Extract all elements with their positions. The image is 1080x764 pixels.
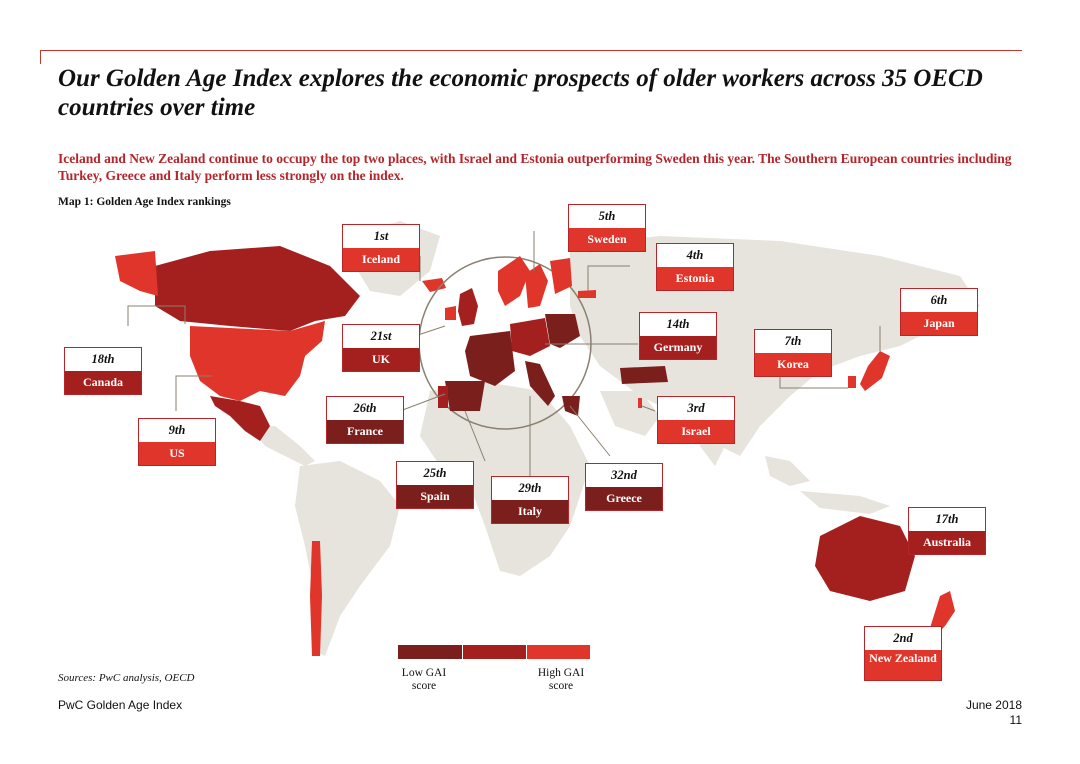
country-new-zealand (930, 591, 955, 636)
country-poland (545, 314, 580, 348)
rank-box-israel: 3rd Israel (657, 396, 735, 444)
rank-box-new-zealand: 2nd New Zealand (864, 626, 942, 681)
country-mexico (210, 396, 270, 441)
country-chile (310, 541, 322, 656)
country-label: Italy (492, 500, 568, 523)
country-label: Canada (65, 371, 141, 394)
country-us-alaska (115, 251, 158, 296)
footer-date: June 2018 (965, 698, 1022, 712)
country-finland (550, 258, 572, 294)
country-label: Iceland (343, 248, 419, 271)
country-france (465, 331, 515, 386)
legend-high-swatch (527, 645, 590, 659)
country-japan (860, 351, 890, 391)
rank-label: 5th (598, 209, 616, 223)
rank-label: 25th (423, 466, 447, 480)
rank-box-uk: 21st UK (342, 324, 420, 372)
rank-box-sweden: 5th Sweden (568, 204, 646, 252)
country-spain (445, 381, 485, 411)
country-label: Germany (640, 336, 716, 359)
rank-box-italy: 29th Italy (491, 476, 569, 524)
legend-high-label: High GAI score (537, 667, 585, 692)
rank-box-spain: 25th Spain (396, 461, 474, 509)
country-norway (498, 256, 530, 306)
country-label: Japan (901, 312, 977, 335)
world-map (115, 221, 980, 656)
rank-box-us: 9th US (138, 418, 216, 466)
country-label: Sweden (569, 228, 645, 251)
country-italy (525, 361, 555, 406)
country-korea (848, 376, 856, 388)
country-israel (638, 398, 642, 408)
rank-label: 7th (784, 334, 802, 348)
country-label: UK (343, 348, 419, 371)
rank-label: 1st (373, 229, 389, 243)
country-label: US (139, 442, 215, 465)
rank-box-korea: 7th Korea (754, 329, 832, 377)
country-turkey (620, 366, 668, 384)
rank-box-estonia: 4th Estonia (656, 243, 734, 291)
page-title: Our Golden Age Index explores the econom… (58, 65, 983, 121)
header-rule (40, 50, 1022, 51)
country-iceland (422, 278, 446, 292)
country-uk (458, 288, 478, 326)
country-canada (155, 246, 360, 331)
page-subtitle: Iceland and New Zealand continue to occu… (58, 151, 1012, 183)
country-estonia (578, 290, 596, 298)
country-label: Spain (397, 485, 473, 508)
rank-label: 17th (935, 512, 959, 526)
rank-label: 9th (168, 423, 186, 437)
country-label: Estonia (657, 267, 733, 290)
legend-low-label: Low GAI score (401, 667, 447, 692)
map-label: Map 1: Golden Age Index rankings (58, 196, 231, 208)
country-label: Australia (909, 531, 985, 554)
country-label: France (327, 420, 403, 443)
country-germany (510, 318, 550, 356)
rank-box-iceland: 1st Iceland (342, 224, 420, 272)
rank-label: 4th (686, 248, 704, 262)
rank-label: 29th (518, 481, 542, 495)
rank-label: 14th (666, 317, 690, 331)
country-ireland (445, 306, 456, 320)
rank-label: 6th (930, 293, 948, 307)
rank-box-japan: 6th Japan (900, 288, 978, 336)
country-sweden (525, 264, 548, 308)
rank-box-australia: 17th Australia (908, 507, 986, 555)
country-label: Greece (586, 487, 662, 510)
footer-meta: June 2018 11 (966, 698, 1022, 728)
rank-label: 3rd (687, 401, 705, 415)
header-rule-tick (40, 50, 41, 64)
rank-box-france: 26th France (326, 396, 404, 444)
legend-mid-swatch (463, 645, 526, 659)
country-us (190, 321, 325, 401)
rank-label: 2nd (893, 631, 913, 645)
country-greece (562, 396, 580, 416)
sources-note: Sources: PwC analysis, OECD (58, 672, 195, 684)
legend-low-swatch (398, 645, 462, 659)
rank-label: 26th (353, 401, 377, 415)
rank-box-greece: 32nd Greece (585, 463, 663, 511)
country-label: New Zealand (865, 650, 941, 680)
page-number: 11 (1009, 713, 1022, 727)
rank-label: 32nd (611, 468, 637, 482)
rank-box-canada: 18th Canada (64, 347, 142, 395)
rank-box-germany: 14th Germany (639, 312, 717, 360)
country-label: Israel (658, 420, 734, 443)
rank-label: 21st (370, 329, 392, 343)
country-australia (815, 516, 915, 601)
country-portugal (438, 386, 448, 408)
country-label: Korea (755, 353, 831, 376)
rank-label: 18th (91, 352, 115, 366)
footer-title: PwC Golden Age Index (58, 698, 183, 712)
